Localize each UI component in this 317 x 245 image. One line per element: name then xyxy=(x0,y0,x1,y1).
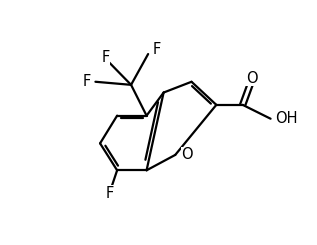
Text: O: O xyxy=(181,147,193,162)
Text: F: F xyxy=(101,50,110,65)
Text: F: F xyxy=(105,186,113,201)
Text: O: O xyxy=(246,71,258,86)
Text: OH: OH xyxy=(275,111,298,126)
Text: F: F xyxy=(153,42,161,57)
Text: F: F xyxy=(82,74,91,89)
